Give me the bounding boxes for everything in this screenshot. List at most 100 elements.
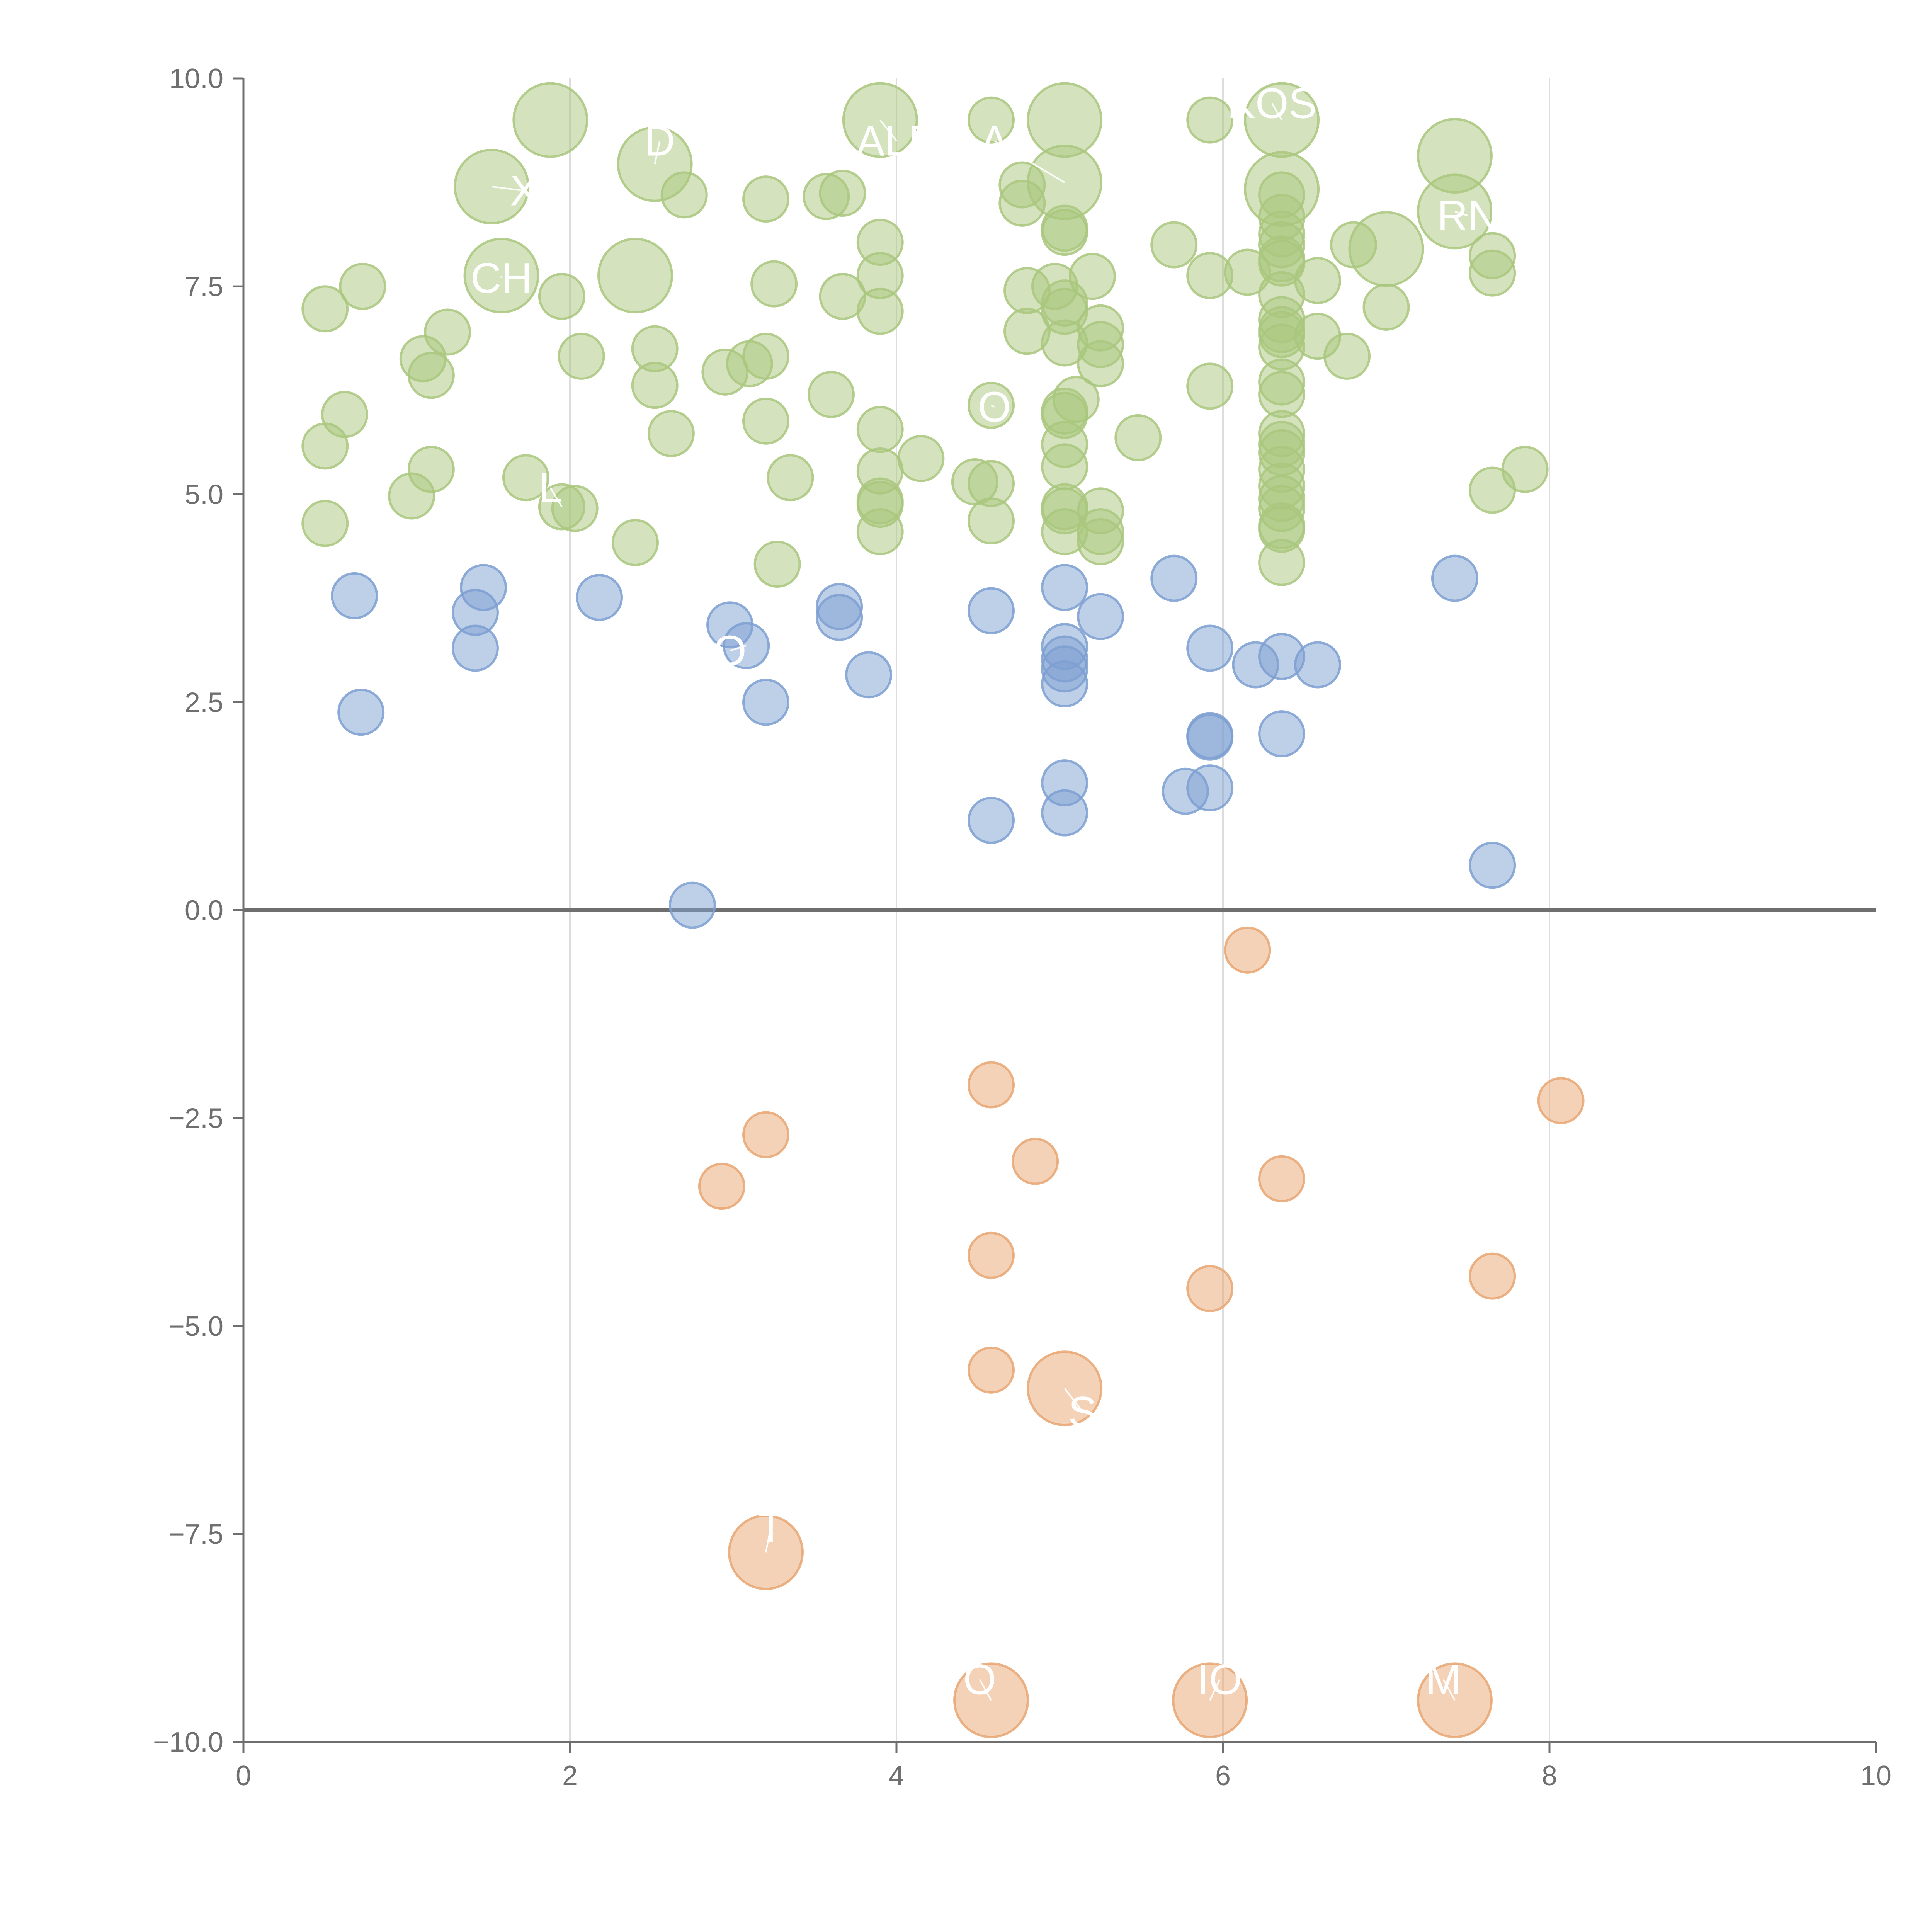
point-label: ALB bbox=[856, 117, 937, 165]
data-point-blue bbox=[742, 679, 789, 726]
y-tick-label: 5.0 bbox=[185, 479, 223, 510]
data-point-green bbox=[647, 410, 695, 457]
x-tick-label: 8 bbox=[1542, 1760, 1557, 1791]
data-point-green bbox=[968, 96, 1015, 144]
y-tick-label: −10.0 bbox=[153, 1727, 223, 1758]
point-label: O bbox=[963, 1656, 997, 1704]
data-point-green bbox=[1069, 253, 1116, 300]
data-point-orange bbox=[968, 1346, 1015, 1394]
axes: 10.0 7.5 5.0 2.5 0.0 −2.5 −5.0 −7.5 −10.0 0 2 4 6 8 10 bbox=[153, 63, 1891, 1791]
data-point-green bbox=[1362, 283, 1410, 331]
data-point-green bbox=[819, 170, 866, 217]
data-point-green bbox=[339, 263, 386, 310]
x-tick-label: 6 bbox=[1215, 1760, 1231, 1791]
data-point-green bbox=[742, 332, 789, 380]
data-point-orange bbox=[698, 1163, 745, 1210]
x-tick-label: 2 bbox=[562, 1760, 578, 1791]
label-leader-line bbox=[1209, 1679, 1221, 1701]
data-point-blue bbox=[968, 797, 1015, 844]
data-points bbox=[301, 82, 1585, 1738]
data-point-orange bbox=[1469, 1252, 1516, 1300]
data-point-green bbox=[1077, 340, 1124, 388]
data-point-blue bbox=[1041, 564, 1088, 611]
data-point-blue bbox=[968, 587, 1015, 634]
data-point-green bbox=[856, 508, 904, 556]
y-tick-label: 10.0 bbox=[169, 63, 223, 94]
label-leader-line bbox=[979, 1679, 992, 1701]
point-label: O bbox=[978, 383, 1011, 431]
data-point-green bbox=[538, 272, 585, 320]
data-point-green bbox=[301, 422, 349, 470]
data-point-green bbox=[1114, 414, 1162, 461]
data-point-green bbox=[968, 497, 1015, 545]
data-point-blue bbox=[331, 572, 378, 619]
data-point-blue bbox=[1469, 842, 1516, 889]
data-point-green bbox=[1041, 209, 1088, 256]
point-label: M bbox=[1426, 1656, 1461, 1704]
point-label: T bbox=[758, 1504, 784, 1551]
data-point-orange bbox=[742, 1111, 789, 1158]
x-tick-label: 10 bbox=[1861, 1760, 1891, 1791]
data-point-green bbox=[660, 171, 708, 219]
data-point-green bbox=[1294, 257, 1342, 304]
data-point-green bbox=[808, 371, 855, 418]
label-leader-line bbox=[654, 141, 661, 165]
data-point-green bbox=[407, 352, 455, 399]
label-leader-line bbox=[491, 185, 524, 192]
x-tick-label: 4 bbox=[889, 1760, 904, 1791]
data-point-green bbox=[1258, 539, 1306, 586]
y-tick-label: −7.5 bbox=[168, 1519, 223, 1550]
data-point-green bbox=[753, 541, 801, 588]
data-point-green bbox=[612, 519, 659, 566]
data-point-green bbox=[597, 238, 673, 314]
data-point-green bbox=[1224, 248, 1271, 296]
data-point-green bbox=[1323, 332, 1371, 380]
data-point-green bbox=[742, 175, 789, 223]
label-leader-line bbox=[1271, 103, 1282, 121]
point-label: S bbox=[1068, 1388, 1097, 1435]
data-point-blue bbox=[1431, 554, 1478, 602]
data-point-green bbox=[1041, 443, 1088, 491]
data-point-green bbox=[1077, 518, 1124, 565]
data-point-green bbox=[1469, 249, 1516, 297]
point-label: O bbox=[713, 627, 747, 675]
data-point-orange bbox=[1224, 926, 1271, 974]
data-point-green bbox=[1186, 96, 1234, 144]
data-point-blue bbox=[451, 624, 499, 672]
label-leader-line bbox=[765, 1527, 772, 1553]
data-point-green bbox=[897, 435, 945, 482]
label-leader-line bbox=[1454, 211, 1468, 217]
data-point-green bbox=[856, 406, 904, 453]
point-label: L bbox=[539, 464, 562, 512]
data-point-blue bbox=[845, 651, 893, 699]
data-point-green bbox=[512, 82, 588, 158]
data-point-green bbox=[301, 500, 349, 547]
data-point-blue bbox=[1294, 641, 1342, 689]
y-tick-label: 7.5 bbox=[185, 271, 223, 302]
data-point-blue bbox=[668, 881, 716, 929]
label-leader-line bbox=[549, 487, 563, 507]
data-point-blue bbox=[1041, 660, 1088, 708]
data-point-orange bbox=[1012, 1138, 1059, 1185]
data-point-blue bbox=[1041, 789, 1088, 837]
data-point-green bbox=[1501, 446, 1549, 493]
data-point-green bbox=[551, 485, 599, 532]
data-point-blue bbox=[1186, 713, 1234, 761]
data-point-green bbox=[856, 287, 904, 335]
y-tick-label: −2.5 bbox=[168, 1103, 223, 1134]
label-leader-line bbox=[879, 119, 897, 141]
data-point-blue bbox=[1150, 554, 1198, 602]
point-labels: KOS D ALB A X RN CH O L O S T O IO M bbox=[471, 80, 1498, 1704]
y-tick-label: 2.5 bbox=[185, 687, 223, 718]
label-leader-line bbox=[1442, 1679, 1456, 1701]
data-point-blue bbox=[1162, 767, 1209, 815]
data-point-green bbox=[558, 332, 605, 380]
data-point-orange bbox=[968, 1061, 1015, 1109]
data-point-orange bbox=[1537, 1077, 1585, 1124]
x-tick-label: 0 bbox=[236, 1760, 251, 1791]
data-point-green bbox=[631, 362, 679, 409]
data-point-green bbox=[1150, 221, 1198, 269]
point-label: RN bbox=[1437, 192, 1498, 240]
data-point-orange bbox=[1186, 1265, 1234, 1312]
